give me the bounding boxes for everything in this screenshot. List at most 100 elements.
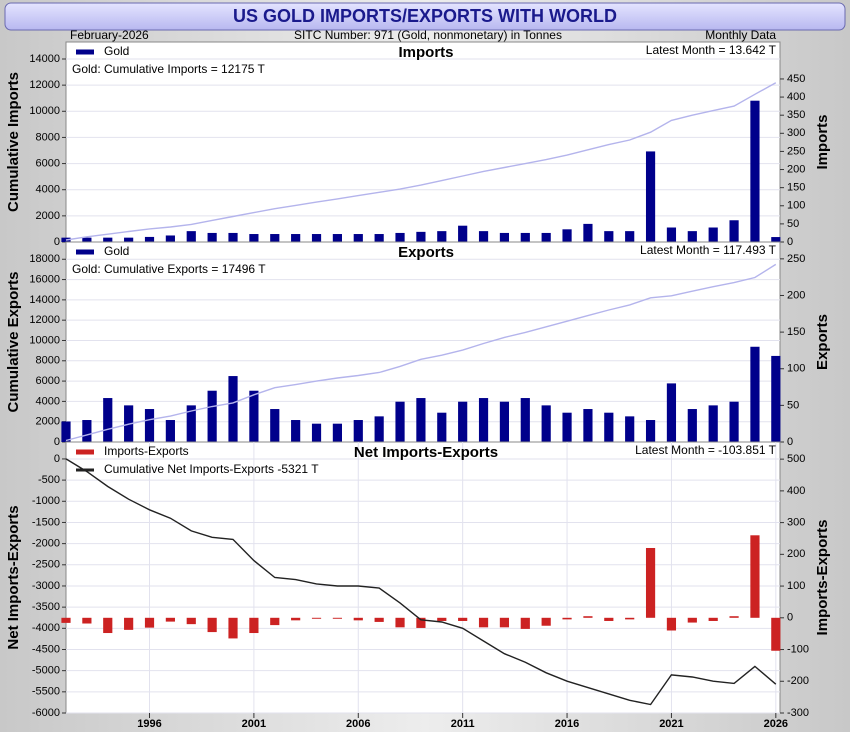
y-tick-label: 14000 bbox=[29, 53, 60, 65]
bar bbox=[583, 223, 593, 242]
bar bbox=[311, 617, 322, 619]
y-tick-label: 0 bbox=[54, 436, 60, 448]
bar bbox=[729, 220, 739, 242]
y2-tick-label: 400 bbox=[787, 485, 805, 497]
bar bbox=[332, 617, 342, 619]
bar bbox=[374, 234, 384, 242]
y2-tick-label: 50 bbox=[787, 399, 799, 411]
bar bbox=[103, 398, 113, 442]
y-tick-label: -6000 bbox=[32, 707, 60, 719]
y-tick-label: 0 bbox=[54, 453, 60, 465]
bar bbox=[374, 416, 384, 442]
y2-tick-label: 350 bbox=[787, 109, 805, 121]
bar bbox=[437, 617, 447, 621]
y-tick-label: -5500 bbox=[32, 686, 60, 698]
y-tick-label: -4000 bbox=[32, 622, 60, 634]
annotation: Latest Month = 13.642 T bbox=[646, 43, 777, 57]
plot-area bbox=[65, 441, 781, 714]
chart-title: US GOLD IMPORTS/EXPORTS WITH WORLD bbox=[233, 6, 617, 26]
bar bbox=[165, 617, 175, 622]
panel-title: Net Imports-Exports bbox=[354, 444, 498, 461]
bar bbox=[499, 401, 510, 442]
bar bbox=[750, 346, 760, 442]
bar bbox=[625, 416, 635, 442]
annotation: Latest Month = -103.851 T bbox=[635, 443, 777, 457]
legend-label: Gold bbox=[104, 44, 129, 58]
y-tick-label: -4500 bbox=[32, 643, 60, 655]
bar bbox=[666, 383, 677, 442]
bar bbox=[374, 617, 384, 622]
bar bbox=[395, 617, 405, 628]
x-tick-label: 2006 bbox=[346, 718, 370, 730]
bar bbox=[207, 617, 217, 633]
legend-label: Gold: Cumulative Imports = 12175 T bbox=[72, 62, 266, 76]
bar bbox=[458, 401, 468, 442]
bar bbox=[82, 237, 92, 242]
bar bbox=[270, 617, 280, 626]
bar bbox=[541, 617, 551, 626]
y-tick-label: 12000 bbox=[29, 79, 60, 91]
bar bbox=[103, 617, 113, 634]
bar bbox=[750, 535, 760, 618]
y-tick-label: -2000 bbox=[32, 538, 60, 550]
y2-tick-label: 100 bbox=[787, 363, 805, 375]
bar bbox=[541, 232, 551, 242]
bar bbox=[687, 409, 697, 442]
y-tick-label: 2000 bbox=[36, 416, 60, 428]
bar bbox=[604, 617, 614, 621]
y-tick-label: -3500 bbox=[32, 601, 60, 613]
y2-tick-label: 250 bbox=[787, 253, 805, 265]
line bbox=[65, 82, 777, 241]
bar bbox=[207, 232, 217, 242]
bar bbox=[562, 229, 572, 242]
bar bbox=[395, 401, 405, 442]
bar bbox=[520, 617, 530, 629]
y2-tick-label: 300 bbox=[787, 127, 805, 139]
bar bbox=[771, 237, 781, 242]
legend-label: Gold bbox=[104, 244, 129, 258]
y2-tick-label: 0 bbox=[787, 236, 793, 248]
bar bbox=[416, 398, 426, 442]
bar bbox=[165, 420, 175, 442]
legend-label: Gold: Cumulative Exports = 17496 T bbox=[72, 262, 266, 276]
y-tick-label: 6000 bbox=[36, 157, 60, 169]
bar bbox=[708, 227, 718, 242]
bar bbox=[353, 617, 363, 621]
bar bbox=[604, 231, 614, 242]
bar bbox=[270, 234, 280, 242]
bar bbox=[478, 398, 489, 442]
y-tick-label: 8000 bbox=[36, 131, 60, 143]
bar bbox=[103, 237, 113, 242]
y2-tick-label: 200 bbox=[787, 163, 805, 175]
bar bbox=[144, 617, 155, 628]
bar bbox=[458, 617, 468, 621]
bar bbox=[124, 237, 134, 242]
bar bbox=[729, 616, 739, 618]
bar bbox=[562, 412, 572, 442]
x-tick-label: 2016 bbox=[555, 718, 579, 730]
y-tick-label: 16000 bbox=[29, 273, 60, 285]
y2-tick-label: 200 bbox=[787, 289, 805, 301]
y-tick-label: -2500 bbox=[32, 559, 60, 571]
bar bbox=[311, 423, 322, 442]
bar bbox=[666, 617, 677, 631]
y-tick-label: 6000 bbox=[36, 375, 60, 387]
y-axis-label: Cumulative Imports bbox=[5, 72, 22, 212]
bar bbox=[583, 409, 593, 442]
bar bbox=[478, 231, 489, 242]
bar bbox=[186, 231, 196, 242]
bar bbox=[144, 409, 155, 442]
panel-title: Exports bbox=[398, 244, 454, 261]
bar bbox=[437, 231, 447, 242]
bar bbox=[332, 234, 342, 242]
bar bbox=[541, 405, 551, 442]
y2-axis-label: Exports bbox=[814, 314, 831, 370]
bar bbox=[499, 617, 510, 628]
frequency-label: Monthly Data bbox=[705, 28, 776, 42]
y2-tick-label: 400 bbox=[787, 91, 805, 103]
y2-tick-label: 150 bbox=[787, 182, 805, 194]
bar bbox=[291, 617, 301, 621]
bar bbox=[228, 617, 238, 639]
y2-tick-label: 100 bbox=[787, 200, 805, 212]
